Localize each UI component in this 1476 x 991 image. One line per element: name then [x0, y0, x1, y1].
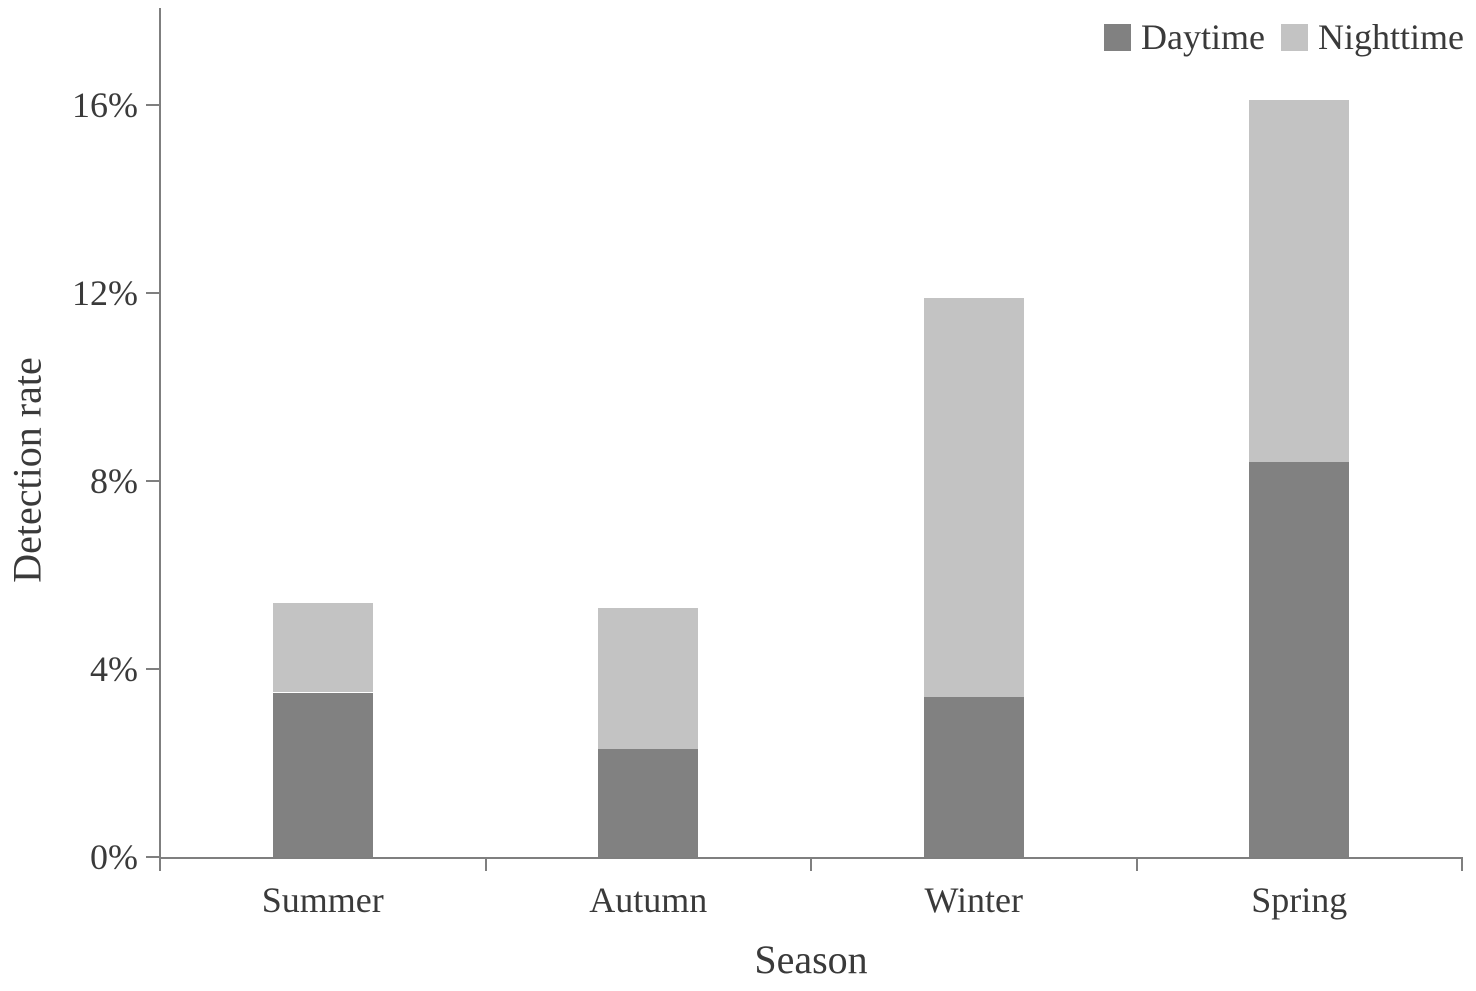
bar-segment-nighttime-summer [272, 603, 373, 693]
legend-item-daytime: Daytime [1104, 16, 1265, 58]
bar-segment-daytime-winter [923, 697, 1024, 857]
x-category-label-autumn: Autumn [589, 880, 708, 920]
y-axis-title: Detection rate [4, 357, 50, 583]
legend: Daytime Nighttime [1104, 16, 1464, 58]
legend-item-nighttime: Nighttime [1281, 16, 1464, 58]
bar-segment-daytime-autumn [598, 748, 699, 857]
x-tick-2 [810, 858, 812, 871]
nighttime-swatch-icon [1281, 23, 1308, 51]
x-category-label-spring: Spring [1251, 880, 1348, 920]
y-axis-line [159, 8, 161, 858]
legend-label-daytime: Daytime [1141, 17, 1265, 57]
bar-segment-nighttime-winter [923, 297, 1024, 698]
legend-label-nighttime: Nighttime [1318, 17, 1464, 57]
y-tick-label-8%: 8% [90, 461, 138, 501]
daytime-swatch-icon [1104, 23, 1132, 51]
y-tick-0% [146, 856, 160, 858]
y-tick-4% [146, 668, 160, 670]
bar-segment-nighttime-spring [1249, 100, 1350, 463]
y-tick-label-12%: 12% [72, 273, 138, 313]
x-tick-1 [484, 858, 487, 871]
y-tick-8% [146, 480, 160, 482]
bar-segment-nighttime-autumn [598, 607, 699, 749]
bar-segment-daytime-summer [272, 692, 373, 857]
y-tick-16% [146, 104, 160, 106]
x-tick-3 [1135, 858, 1138, 871]
x-category-label-winter: Winter [924, 880, 1023, 920]
x-axis-title: Season [754, 937, 868, 982]
bar-segment-daytime-spring [1249, 462, 1350, 857]
x-tick-4 [1461, 858, 1463, 871]
x-tick-0 [159, 858, 161, 871]
y-tick-label-0%: 0% [90, 837, 138, 877]
y-tick-label-4%: 4% [90, 649, 138, 689]
x-category-label-summer: Summer [261, 880, 384, 920]
y-tick-12% [146, 292, 160, 294]
y-tick-label-16%: 16% [72, 85, 138, 125]
